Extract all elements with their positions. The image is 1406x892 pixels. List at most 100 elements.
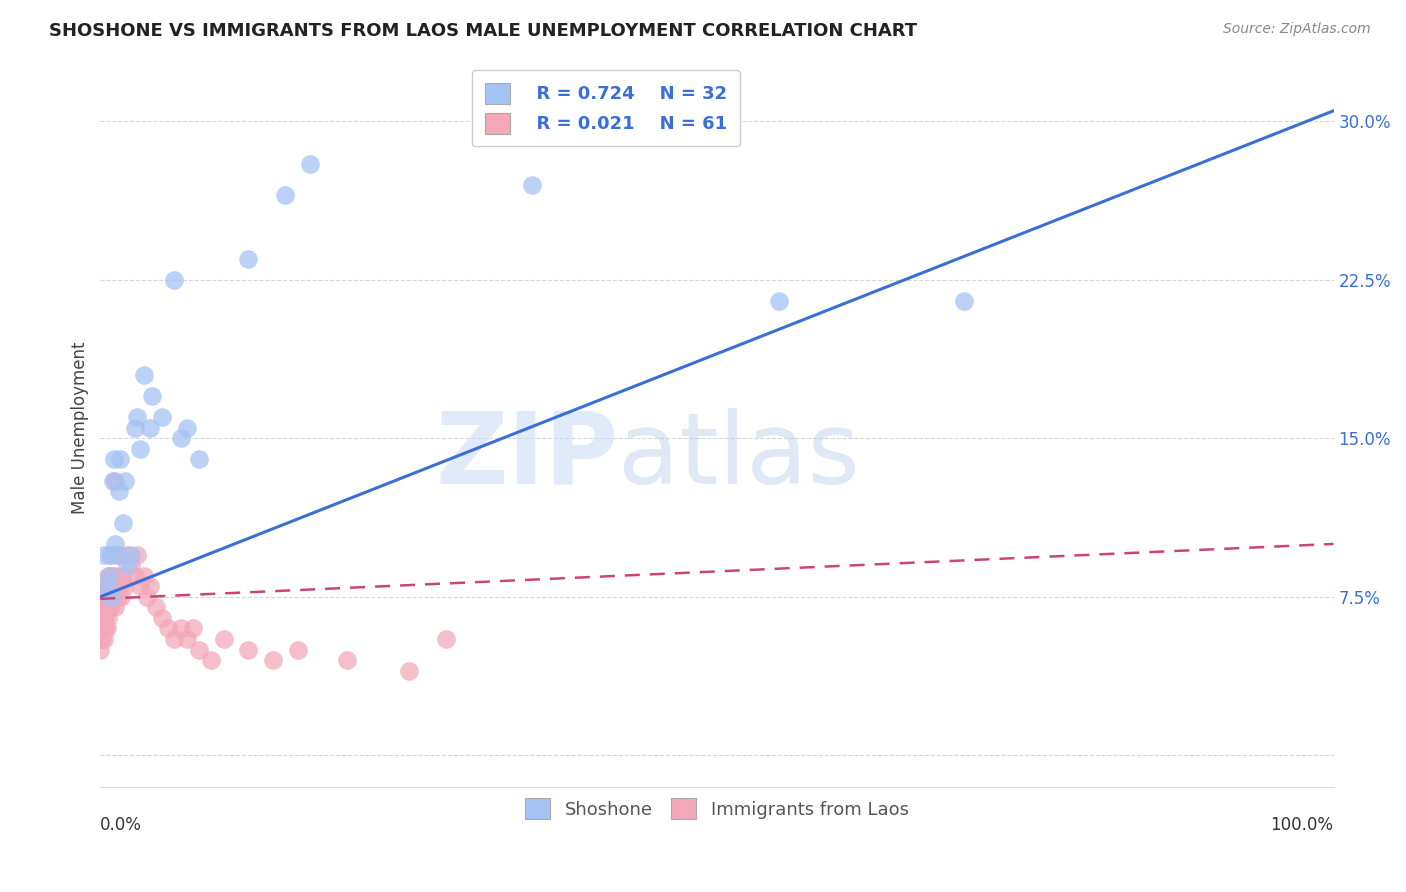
Point [127, 410, 149, 425]
Point [100, 590, 122, 604]
Legend: Shoshone, Immigrants from Laos: Shoshone, Immigrants from Laos [516, 789, 918, 828]
Point [93, 600, 115, 615]
Point [188, 452, 211, 467]
Point [238, 252, 260, 266]
Point [157, 622, 180, 636]
Point [103, 452, 125, 467]
Point [93, 611, 115, 625]
Point [94, 622, 117, 636]
Point [91, 611, 114, 625]
Point [520, 178, 543, 192]
Point [100, 568, 122, 582]
Point [104, 600, 127, 615]
Point [98, 600, 121, 615]
Point [97, 590, 120, 604]
Point [145, 600, 167, 615]
Point [98, 548, 121, 562]
Point [287, 642, 309, 657]
Point [262, 653, 284, 667]
Point [238, 642, 260, 657]
Point [138, 579, 160, 593]
Point [163, 273, 186, 287]
Y-axis label: Male Unemployment: Male Unemployment [72, 342, 89, 514]
Point [93, 548, 115, 562]
Point [103, 579, 125, 593]
Text: 0.0%: 0.0% [100, 815, 142, 834]
Point [97, 568, 120, 582]
Point [94, 611, 117, 625]
Text: ZIP: ZIP [436, 408, 619, 505]
Point [298, 156, 321, 170]
Point [124, 568, 146, 582]
Text: Source: ZipAtlas.com: Source: ZipAtlas.com [1223, 22, 1371, 37]
Point [97, 611, 120, 625]
Point [127, 548, 149, 562]
Point [114, 579, 136, 593]
Point [101, 568, 124, 582]
Point [398, 664, 420, 678]
Point [111, 568, 134, 582]
Point [434, 632, 457, 646]
Point [110, 590, 132, 604]
Text: 100.0%: 100.0% [1271, 815, 1333, 834]
Point [181, 622, 204, 636]
Point [96, 622, 118, 636]
Point [108, 548, 131, 562]
Point [104, 537, 127, 551]
Point [101, 474, 124, 488]
Point [138, 421, 160, 435]
Point [89, 642, 111, 657]
Point [176, 421, 198, 435]
Point [176, 632, 198, 646]
Point [169, 431, 191, 445]
Point [111, 516, 134, 530]
Point [96, 579, 118, 593]
Point [150, 611, 173, 625]
Point [107, 590, 129, 604]
Point [952, 293, 974, 308]
Point [128, 442, 150, 456]
Point [98, 579, 121, 593]
Point [120, 548, 142, 562]
Point [188, 642, 211, 657]
Point [128, 579, 150, 593]
Point [136, 590, 159, 604]
Point [132, 568, 155, 582]
Point [96, 579, 118, 593]
Point [105, 548, 128, 562]
Point [150, 410, 173, 425]
Point [200, 653, 222, 667]
Point [169, 622, 191, 636]
Point [108, 579, 131, 593]
Point [105, 568, 128, 582]
Point [96, 600, 118, 615]
Point [120, 558, 142, 572]
Point [98, 568, 121, 582]
Text: atlas: atlas [619, 408, 860, 505]
Point [98, 590, 121, 604]
Point [94, 590, 117, 604]
Point [98, 548, 121, 562]
Point [132, 368, 155, 382]
Point [90, 622, 112, 636]
Point [104, 474, 127, 488]
Text: SHOSHONE VS IMMIGRANTS FROM LAOS MALE UNEMPLOYMENT CORRELATION CHART: SHOSHONE VS IMMIGRANTS FROM LAOS MALE UN… [49, 22, 917, 40]
Point [141, 389, 163, 403]
Point [114, 474, 136, 488]
Point [108, 484, 131, 499]
Point [89, 632, 111, 646]
Point [108, 452, 131, 467]
Point [101, 590, 124, 604]
Point [100, 600, 122, 615]
Point [93, 632, 115, 646]
Point [768, 293, 790, 308]
Point [89, 622, 111, 636]
Point [336, 653, 359, 667]
Point [90, 632, 112, 646]
Point [117, 548, 139, 562]
Point [163, 632, 186, 646]
Point [117, 558, 139, 572]
Point [91, 622, 114, 636]
Point [124, 421, 146, 435]
Point [212, 632, 235, 646]
